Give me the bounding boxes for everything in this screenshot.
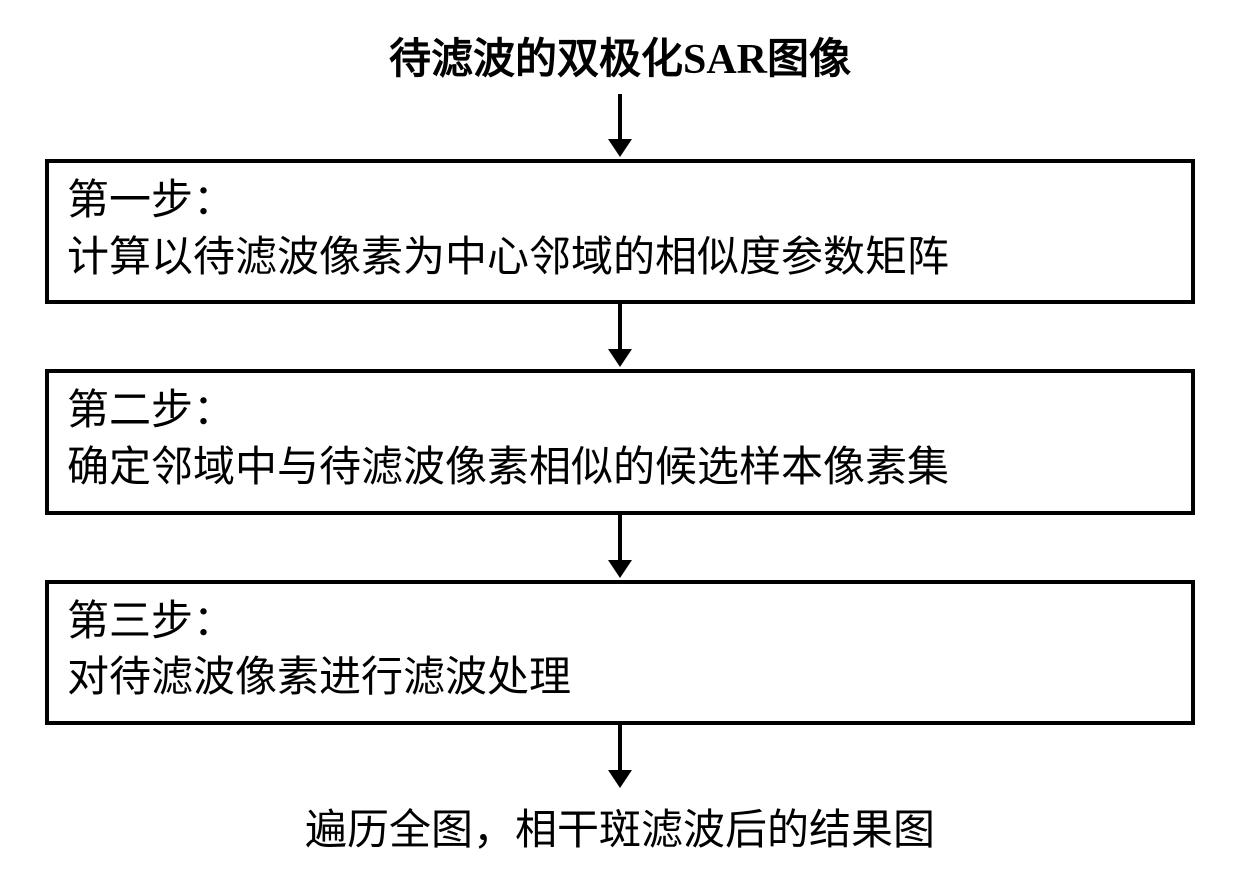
step-3-desc: 对待滤波像素进行滤波处理 [67, 650, 1173, 707]
step-2-desc: 确定邻域中与待滤波像素相似的候选样本像素集 [67, 440, 1173, 497]
step-3-label: 第三步： [67, 594, 1173, 651]
arrow-4 [600, 725, 640, 790]
step-box-1: 第一步： 计算以待滤波像素为中心邻域的相似度参数矩阵 [45, 159, 1195, 304]
step-2-label: 第二步： [67, 383, 1173, 440]
flow-footer: 遍历全图，相干斑滤波后的结果图 [305, 796, 935, 857]
step-1-label: 第一步： [67, 173, 1173, 230]
step-1-desc: 计算以待滤波像素为中心邻域的相似度参数矩阵 [67, 230, 1173, 287]
arrow-down-icon [600, 94, 640, 159]
flow-title: 待滤波的双极化SAR图像 [389, 25, 851, 86]
step-box-2: 第二步： 确定邻域中与待滤波像素相似的候选样本像素集 [45, 369, 1195, 514]
arrow-2 [600, 304, 640, 369]
arrow-down-icon [600, 304, 640, 369]
arrow-1 [600, 94, 640, 159]
arrow-3 [600, 515, 640, 580]
arrow-down-icon [600, 725, 640, 790]
arrow-down-icon [600, 515, 640, 580]
step-box-3: 第三步： 对待滤波像素进行滤波处理 [45, 580, 1195, 725]
